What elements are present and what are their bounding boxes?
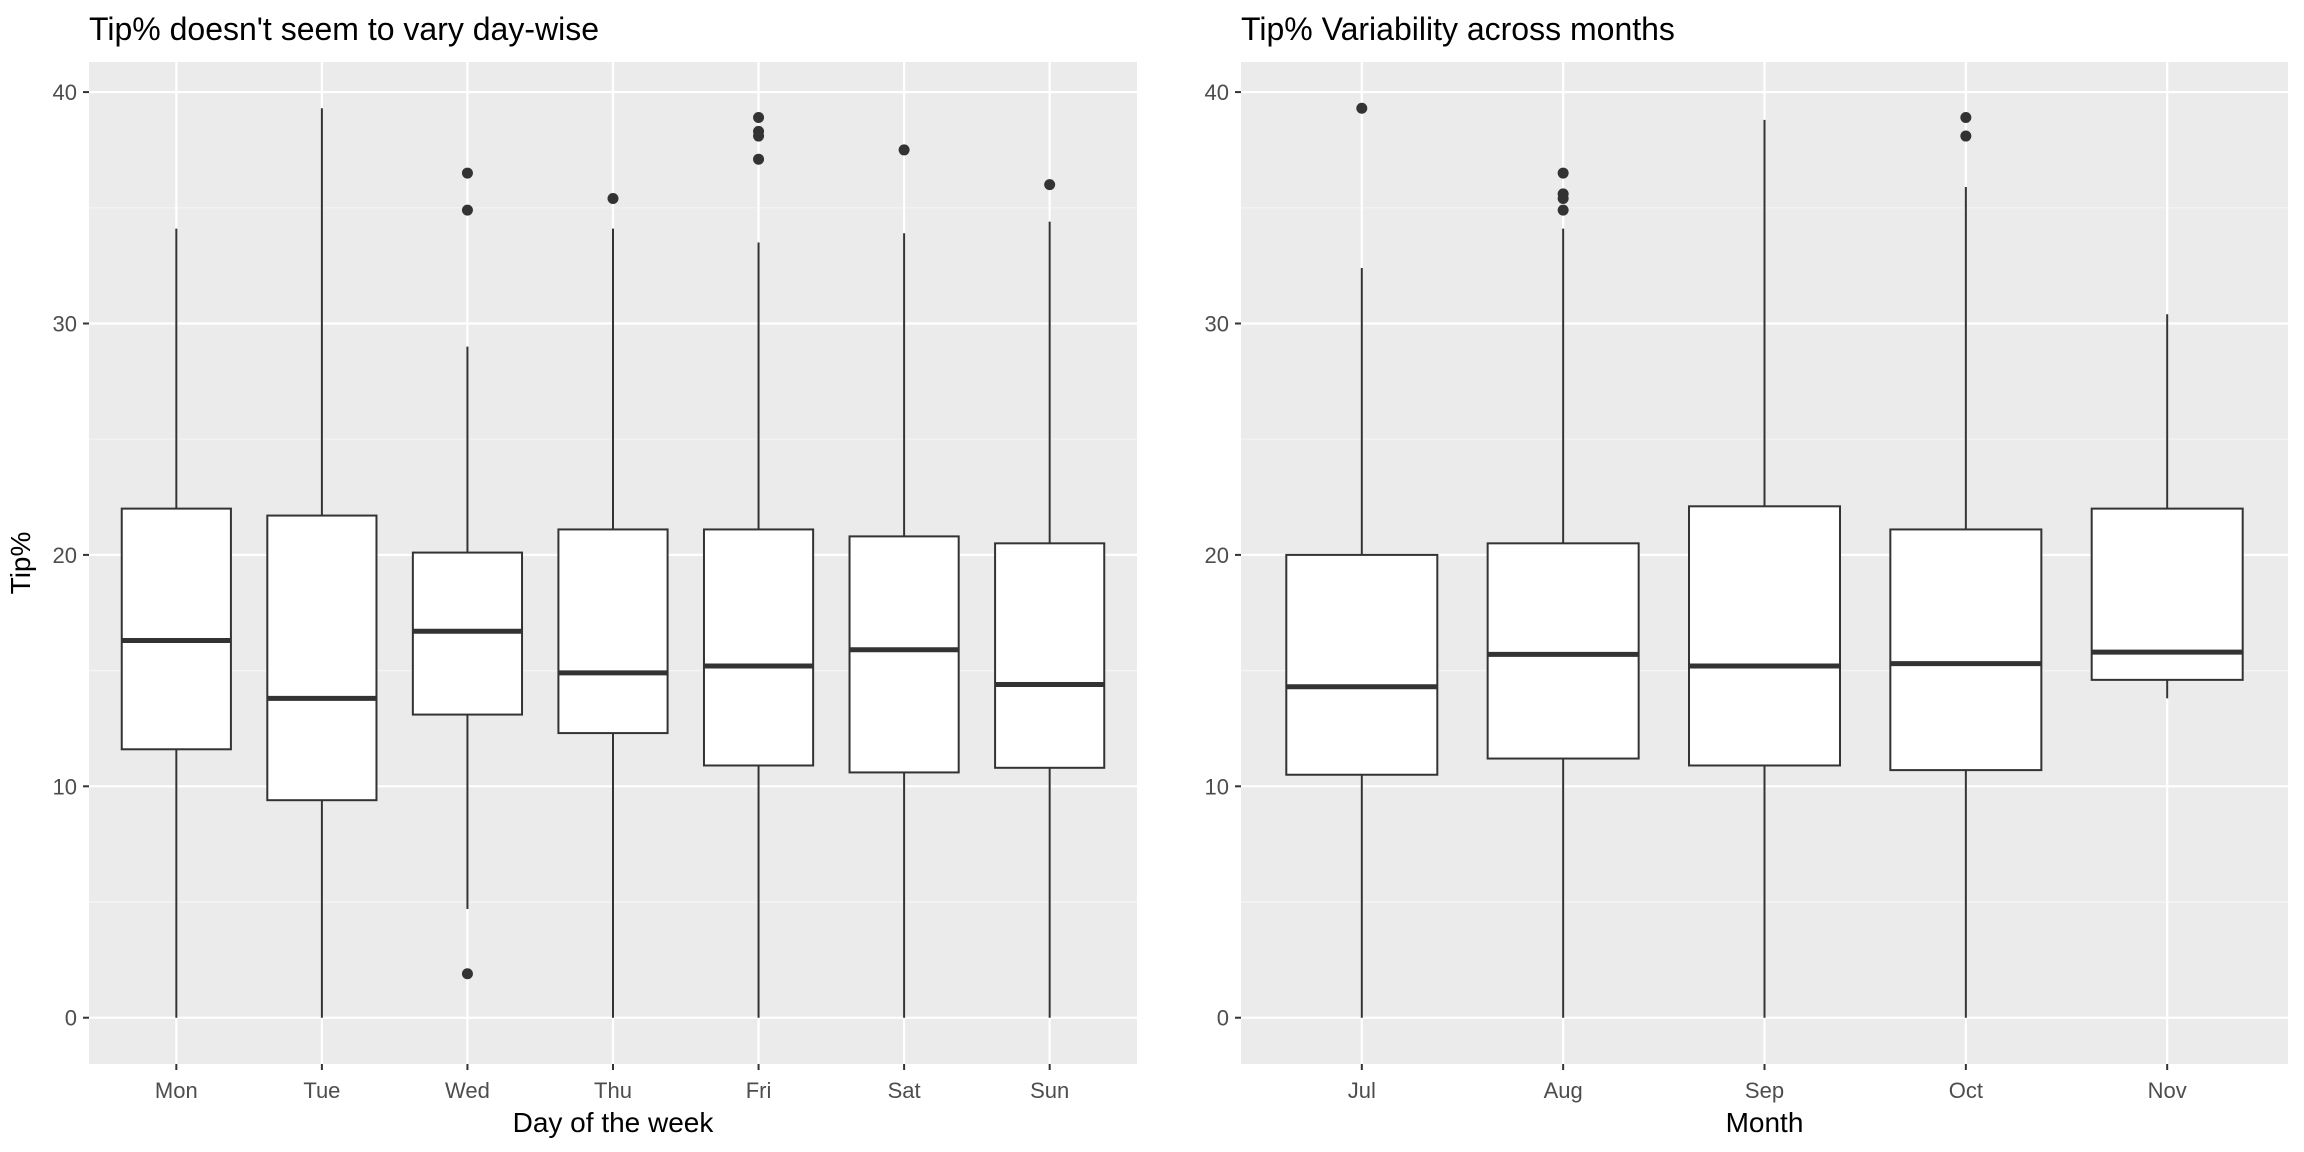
outlier-point (461, 204, 473, 216)
box-nov (2090, 314, 2244, 699)
outlier-point (1356, 102, 1368, 114)
box-iqr (1687, 505, 1842, 767)
box-sun (994, 179, 1106, 1018)
chart-title: Tip% doesn't seem to vary day-wise (89, 11, 599, 47)
outlier-point (753, 153, 765, 165)
y-tick-label: 0 (65, 1006, 77, 1031)
outlier-point (1557, 188, 1569, 200)
outlier-point (1557, 167, 1569, 179)
y-tick-label: 10 (53, 774, 77, 799)
box-iqr (266, 514, 378, 802)
box-iqr (1889, 528, 2043, 772)
x-tick-label: Tue (303, 1078, 340, 1103)
x-tick-label: Fri (746, 1078, 772, 1103)
y-axis-title: Tip% (5, 532, 36, 595)
y-tick-label: 0 (1217, 1006, 1229, 1031)
x-tick-label: Nov (2148, 1078, 2187, 1103)
outlier-point (461, 968, 473, 980)
box-iqr (1285, 553, 1439, 776)
box-iqr (120, 507, 232, 751)
x-axis-title: Month (1726, 1107, 1804, 1138)
y-tick-label: 40 (1205, 80, 1229, 105)
outlier-point (607, 193, 619, 205)
y-tick-label: 10 (1205, 774, 1229, 799)
x-tick-label: Aug (1544, 1078, 1583, 1103)
panel-1: 0 10 20 30 40 Mon Tue Wed Thu Fri Sat Sun Tip% doesn… (5, 11, 1137, 1138)
box-iqr (1486, 542, 1640, 760)
outlier-point (1960, 130, 1972, 142)
box-iqr (848, 535, 960, 774)
x-tick-label: Sun (1030, 1078, 1069, 1103)
box-jul (1285, 102, 1439, 1018)
y-tick-label: 20 (53, 543, 77, 568)
x-tick-label: Thu (594, 1078, 632, 1103)
x-tick-label: Sep (1745, 1078, 1784, 1103)
box-iqr (557, 528, 669, 735)
box-iqr (702, 528, 815, 767)
outlier-point (898, 144, 910, 156)
outlier-point (753, 112, 765, 124)
outlier-point (1557, 204, 1569, 216)
chart-title: Tip% Variability across months (1241, 11, 1675, 47)
box-sat (848, 144, 960, 1018)
box-iqr (994, 542, 1106, 769)
panel-2: 0 10 20 30 40 Jul Aug Sep Oct Nov Tip% Variability… (1205, 11, 2288, 1138)
y-tick-label: 30 (53, 311, 77, 336)
x-axis-title: Day of the week (513, 1107, 715, 1138)
x-tick-label: Jul (1348, 1078, 1376, 1103)
box-mon (120, 228, 232, 1018)
outlier-point (461, 167, 473, 179)
x-tick-label: Wed (445, 1078, 490, 1103)
y-tick-label: 20 (1205, 543, 1229, 568)
box-tue (266, 108, 378, 1018)
box-fri (702, 112, 815, 1018)
box-aug (1486, 167, 1640, 1018)
box-thu (557, 193, 669, 1018)
outlier-point (1960, 112, 1972, 124)
x-tick-label: Mon (155, 1078, 198, 1103)
outlier-point (753, 125, 765, 137)
box-oct (1889, 112, 2043, 1018)
outlier-point (1044, 179, 1056, 191)
x-tick-label: Sat (888, 1078, 921, 1103)
box-sep (1687, 119, 1842, 1018)
box-wed (411, 167, 524, 980)
y-tick-label: 30 (1205, 311, 1229, 336)
x-tick-label: Oct (1949, 1078, 1983, 1103)
y-tick-label: 40 (53, 80, 77, 105)
